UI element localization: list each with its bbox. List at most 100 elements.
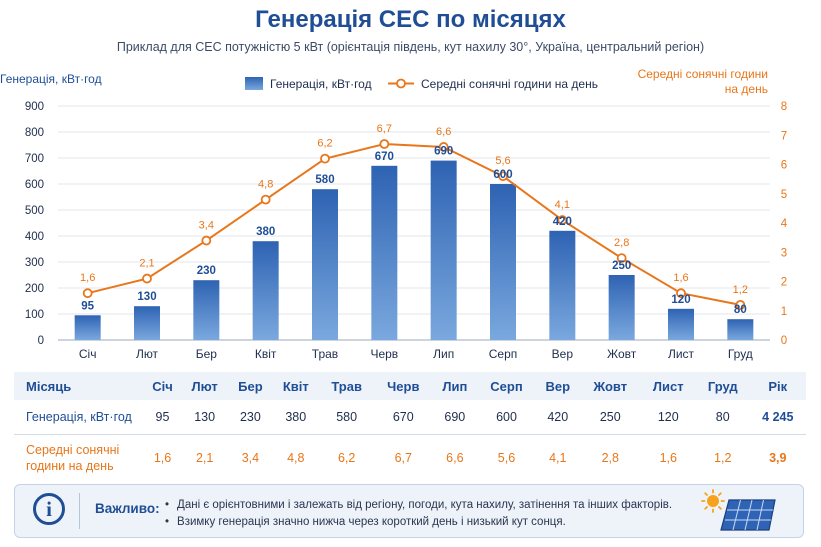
bar — [312, 189, 338, 340]
table-cell: 4,8 — [287, 451, 305, 465]
right-tick-label: 8 — [781, 101, 787, 113]
table-row-label: Середні сонячні години на день — [14, 435, 144, 482]
note-item: Взимку генерація значно нижча через коро… — [165, 514, 672, 531]
note-item: Дані є орієнтовними і залежать від регіо… — [165, 497, 672, 514]
bar-value-label: 230 — [197, 265, 216, 277]
table-cell: 1,6 — [153, 451, 172, 465]
table-row-label-line: години на день — [26, 459, 114, 473]
right-tick-label: 7 — [781, 130, 787, 142]
info-icon: i — [33, 493, 65, 525]
sun-hours-point — [498, 171, 508, 182]
right-axis-title: на день — [725, 82, 768, 96]
note-label: Важливо: — [95, 501, 160, 516]
sun-hours-label: 2,8 — [614, 237, 629, 249]
table-header-month: Трав — [319, 372, 375, 400]
table-row-sun-hours: Середні сонячні години на день 1,6 2,1 3,… — [14, 435, 806, 482]
table-cell: 80 — [695, 400, 750, 435]
right-tick-label: 3 — [781, 247, 787, 259]
left-tick-label: 600 — [25, 179, 44, 191]
table-header-row: Місяць Січ Лют Бер Квіт Трав Черв Лип Се… — [14, 372, 806, 400]
sun-hours-point — [557, 215, 568, 225]
table-cell: 2,1 — [195, 451, 214, 465]
left-tick-label: 500 — [25, 205, 44, 217]
sun-hours-label: 6,2 — [317, 138, 332, 150]
bar-value-label: 95 — [81, 300, 94, 312]
table-cell: 230 — [228, 400, 273, 435]
table-header-month: Черв — [374, 372, 433, 400]
x-tick-label: Груд — [728, 347, 753, 361]
table-header-month: Лист — [640, 372, 696, 400]
right-axis-title: Середні сонячні години — [638, 67, 768, 81]
x-tick-label: Бер — [196, 347, 218, 361]
table-cell: 250 — [579, 400, 641, 435]
data-table: Місяць Січ Лют Бер Квіт Трав Черв Лип Се… — [14, 372, 806, 481]
table-row-label: Генерація, кВт·год — [14, 400, 144, 435]
sun-hours-point — [676, 288, 686, 299]
table-header-month: Жовт — [579, 372, 641, 400]
sun-hours-label: 3,4 — [199, 220, 214, 232]
bar-value-label: 690 — [434, 146, 453, 158]
bar-value-label: 670 — [375, 151, 394, 163]
table-cell: 5,6 — [497, 451, 516, 465]
sun-hours-point — [438, 142, 449, 152]
sun-hours-point — [260, 194, 271, 205]
page-title: Генерація СЕС по місяцях — [255, 6, 566, 33]
right-tick-label: 4 — [781, 218, 788, 230]
sun-hours-point — [379, 139, 390, 149]
x-tick-label: Серп — [489, 347, 518, 361]
x-tick-label: Трав — [312, 347, 338, 361]
table-cell: 3,4 — [241, 451, 260, 465]
table-cell: 6,6 — [446, 451, 464, 465]
right-tick-label: 6 — [781, 160, 787, 172]
table-cell: 380 — [272, 400, 320, 435]
bar — [371, 165, 398, 340]
table-cell: 670 — [374, 400, 433, 435]
x-tick-label: Лист — [668, 347, 695, 361]
table-cell: 2,8 — [601, 451, 619, 465]
sun-hours-label: 5,6 — [495, 155, 510, 167]
left-tick-label: 100 — [25, 309, 44, 321]
bar — [549, 230, 576, 340]
table-header-month: Серп — [477, 372, 536, 400]
table-cell-total: 3,9 — [769, 451, 787, 465]
solar-panel-icon — [701, 489, 776, 531]
legend-line-marker — [396, 78, 406, 89]
left-tick-label: 200 — [25, 283, 44, 295]
left-tick-label: 400 — [25, 231, 44, 243]
x-tick-label: Вер — [552, 347, 574, 361]
bar — [490, 184, 516, 340]
x-tick-label: Черв — [370, 347, 398, 361]
x-tick-label: Лют — [136, 347, 159, 361]
table-header-month: Квіт — [272, 372, 320, 400]
sun-hours-point — [201, 235, 212, 246]
sun-hours-label: 1,6 — [80, 272, 95, 284]
sun-hours-point — [320, 153, 330, 164]
right-tick-label: 5 — [781, 189, 787, 201]
left-tick-label: 300 — [25, 257, 44, 269]
x-tick-label: Січ — [79, 347, 97, 361]
page-subtitle: Приклад для СЕС потужністю 5 кВт (орієнт… — [116, 40, 705, 54]
table-header-month: Груд — [695, 372, 750, 400]
table-header-total: Рік — [749, 372, 806, 400]
bar-value-label: 130 — [137, 291, 156, 303]
legend-line-label: Середні сонячні години на день — [421, 77, 598, 91]
legend-bar-swatch — [245, 77, 263, 90]
bar — [193, 280, 220, 340]
table-cell: 95 — [144, 400, 182, 435]
x-tick-label: Жовт — [607, 347, 637, 361]
chart: 0 100 200 300 400 500 600 700 800 900 0 1 2 3 4 5 6 7 8 Ген… — [0, 67, 788, 361]
bar-value-label: 580 — [315, 174, 334, 186]
table-header-month: Лют — [181, 372, 229, 400]
left-tick-label: 900 — [25, 101, 44, 113]
sun-hours-point — [735, 299, 746, 310]
table-header-month: Вер — [535, 372, 580, 400]
left-tick-label: 0 — [38, 335, 44, 347]
table-cell: 600 — [477, 400, 536, 435]
table-cell: 120 — [640, 400, 696, 435]
sun-hours-point — [142, 273, 152, 284]
sun-hours-line — [87, 143, 741, 306]
table-header-label: Місяць — [14, 372, 144, 400]
sun-hours-point — [82, 288, 93, 299]
x-tick-label: Квіт — [255, 347, 277, 361]
right-tick-label: 0 — [781, 335, 787, 347]
